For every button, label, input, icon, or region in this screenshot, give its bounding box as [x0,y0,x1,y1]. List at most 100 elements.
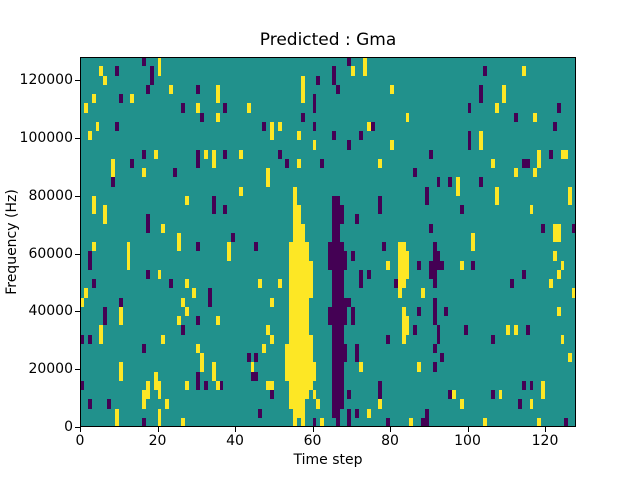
heatmap-cell [479,84,483,104]
heatmap-cell [343,343,348,363]
heatmap-cell [467,131,472,150]
heatmap-cell [215,84,220,104]
heatmap-cell [99,325,104,344]
heatmap-cell [157,66,162,76]
heatmap-cell [351,251,356,261]
heatmap-cell [552,251,557,261]
heatmap-cell [157,57,162,67]
heatmap-cell [308,334,313,390]
heatmap-cell [173,168,177,178]
heatmap-cell [436,177,441,187]
x-tick-mark [390,427,391,432]
heatmap-cell [494,103,499,113]
heatmap-cell [312,94,317,113]
heatmap-cell [297,158,301,168]
heatmap-cell [564,417,569,427]
heatmap-cell [355,343,359,363]
heatmap-cell [142,168,146,178]
heatmap-cell [560,334,565,344]
heatmap-cell [413,325,418,335]
heatmap-cell [401,242,406,289]
heatmap-cell [378,399,383,409]
heatmap-cell [560,260,565,270]
heatmap-cell [572,223,576,233]
heatmap-cell [339,205,344,224]
heatmap-cell [521,158,526,168]
heatmap-cell [149,66,154,85]
heatmap-cell [572,288,576,298]
heatmap-cell [568,353,573,363]
heatmap-cell [83,288,88,298]
heatmap-cell [180,417,185,427]
x-tick-mark [545,427,546,432]
heatmap-cell [405,251,410,279]
heatmap-cell [277,279,282,289]
heatmap-cell [366,408,371,418]
heatmap-cell [180,103,185,113]
heatmap-cell [157,408,162,427]
heatmap-cell [200,353,204,372]
x-tick-label: 40 [226,433,244,449]
heatmap-cell [359,131,363,141]
heatmap-cell [204,380,208,390]
heatmap-cell [180,325,185,335]
heatmap-cell [215,112,220,122]
heatmap-cell [393,279,398,289]
y-tick-mark [75,80,80,82]
heatmap-cell [258,279,263,289]
heatmap-cell [568,186,573,205]
heatmap-cell [204,149,208,159]
heatmap-cell [455,177,460,196]
heatmap-cell [169,279,173,289]
heatmap-cell [153,371,158,390]
heatmap-cell [428,223,433,233]
x-tick-mark [312,427,314,432]
heatmap-cell [107,399,111,409]
heatmap-cell [312,417,317,427]
heatmap-cell [343,297,348,326]
heatmap-cell [238,186,243,196]
heatmap-cell [103,75,108,85]
heatmap-cell [510,279,514,289]
heatmap-cell [269,121,274,141]
heatmap-cell [552,223,557,242]
heatmap-cell [428,149,433,159]
y-tick-mark [75,195,80,197]
heatmap-cell [300,75,305,104]
heatmap-cell [556,306,561,316]
heatmap-cell [386,260,390,270]
heatmap-cell [471,232,476,242]
heatmap-cell [417,260,421,270]
heatmap-cell [521,66,526,76]
heatmap-cell [316,399,321,409]
heatmap-cell [521,380,526,390]
heatmap-cell [254,242,259,252]
heatmap-cell [111,158,115,178]
heatmap-cell [525,325,530,335]
heatmap-cell [436,325,441,344]
heatmap-cell [91,242,96,252]
heatmap-cell [362,57,367,76]
heatmap-cell [184,195,189,205]
heatmap-cell [521,269,526,279]
heatmap-cell [316,75,321,85]
heatmap-cell [266,325,270,335]
y-tick-label: 20000 [28,361,73,378]
heatmap-cell [196,242,201,252]
heatmap-cell [145,269,150,279]
heatmap-cell [331,195,336,418]
heatmap-cell [514,168,518,178]
heatmap-cell [444,306,449,316]
heatmap-cell [533,112,538,122]
heatmap-cell [328,306,332,326]
heatmap-cell [351,66,356,76]
heatmap-cell [161,334,166,344]
heatmap-cell [378,380,383,400]
heatmap-cell [405,112,410,122]
heatmap-cell [335,195,340,427]
heatmap-cell [103,306,108,326]
heatmap-cell [347,297,352,307]
heatmap-cell [285,343,290,381]
heatmap-cell [502,84,507,104]
heatmap-cell [432,343,437,353]
